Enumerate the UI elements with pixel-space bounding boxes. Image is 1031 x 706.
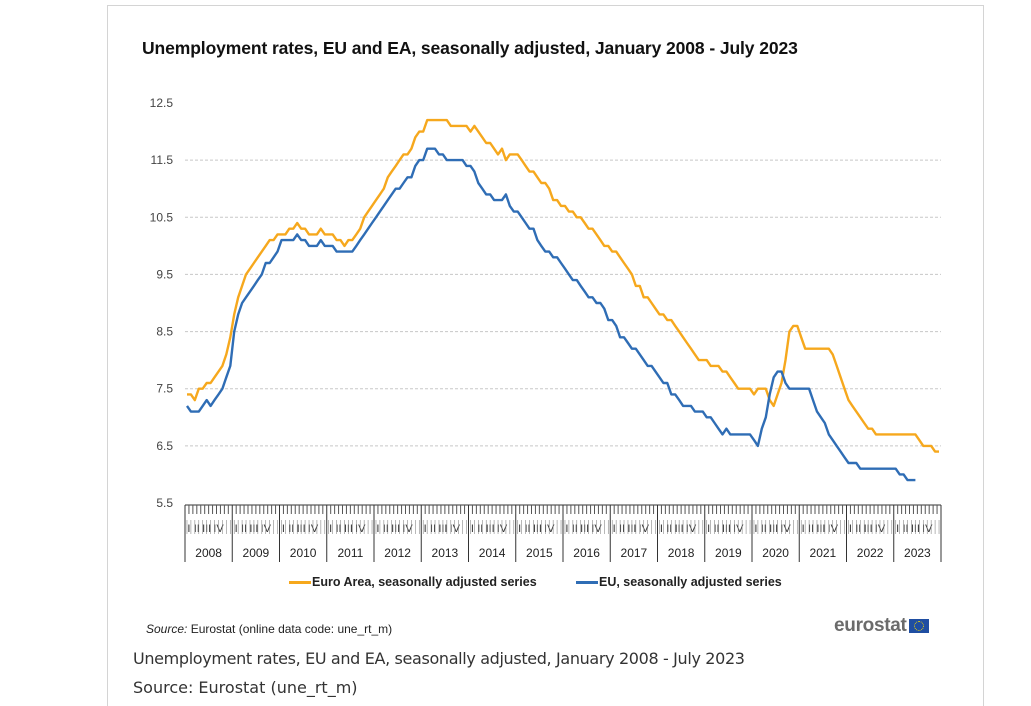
y-tick-label: 7.5: [156, 382, 173, 396]
x-month-label: I: [565, 523, 568, 535]
x-month-label: I: [282, 523, 285, 535]
x-year-label: 2021: [810, 546, 837, 560]
x-month-label: I: [518, 523, 521, 535]
y-tick-label: 9.5: [156, 267, 173, 281]
x-month-label: I: [849, 523, 852, 535]
x-month-label: I: [235, 523, 238, 535]
x-month-label: I: [187, 523, 190, 535]
y-tick-label: 11.5: [151, 153, 174, 167]
source-text: Eurostat (online data code: une_rt_m): [187, 622, 392, 636]
x-month-label: I: [707, 523, 710, 535]
eurostat-logo: eurostat: [834, 615, 929, 637]
x-year-label: 2008: [195, 546, 222, 560]
y-tick-label: 8.5: [156, 325, 173, 339]
x-month-label: I: [329, 523, 332, 535]
y-axis-labels: 12.5 11.5 10.5 9.5 8.5 7.5 6.5 5.5: [150, 96, 174, 510]
y-tick-label: 12.5: [150, 96, 174, 110]
x-year-label: 2012: [384, 546, 411, 560]
y-tick-label: 6.5: [156, 439, 173, 453]
x-year-label: 2014: [479, 546, 506, 560]
x-year-label: 2010: [290, 546, 317, 560]
x-month-label: I: [660, 523, 663, 535]
x-year-label: 2017: [621, 546, 648, 560]
eu-flag-icon: [909, 619, 929, 633]
legend-swatch-eu: [576, 581, 598, 584]
y-tick-label: 5.5: [156, 496, 173, 510]
legend-item-euro-area: Euro Area, seasonally adjusted series: [289, 575, 537, 589]
series-line-eu: [187, 149, 915, 480]
legend-label-euro-area: Euro Area, seasonally adjusted series: [312, 575, 537, 589]
x-month-label: I: [471, 523, 474, 535]
x-year-label: 2009: [243, 546, 270, 560]
x-year-label: 2016: [573, 546, 600, 560]
legend-item-eu: EU, seasonally adjusted series: [576, 575, 782, 589]
x-year-label: 2023: [904, 546, 931, 560]
x-year-label: 2018: [668, 546, 695, 560]
series-lines: [187, 120, 939, 480]
x-month-label: I: [376, 523, 379, 535]
x-year-label: 2020: [762, 546, 789, 560]
y-tick-label: 10.5: [150, 210, 174, 224]
x-month-label: I: [613, 523, 616, 535]
legend-swatch-euro-area: [289, 581, 311, 584]
source-label: Source:: [146, 622, 187, 636]
x-month-label: I: [802, 523, 805, 535]
x-month-label: I: [424, 523, 427, 535]
gridlines: [185, 160, 941, 446]
x-year-label: 2015: [526, 546, 553, 560]
legend-label-eu: EU, seasonally adjusted series: [599, 575, 782, 589]
x-month-label: I: [754, 523, 757, 535]
x-year-label: 2011: [337, 546, 363, 560]
eurostat-logo-text: eurostat: [834, 615, 907, 637]
source-note: Source: Eurostat (online data code: une_…: [146, 622, 392, 636]
x-year-label: 2019: [715, 546, 742, 560]
figure-caption: Unemployment rates, EU and EA, seasonall…: [133, 649, 745, 668]
series-line-euro-area: [187, 120, 939, 452]
x-month-label: I: [896, 523, 899, 535]
x-year-label: 2013: [432, 546, 459, 560]
x-year-label: 2022: [857, 546, 884, 560]
